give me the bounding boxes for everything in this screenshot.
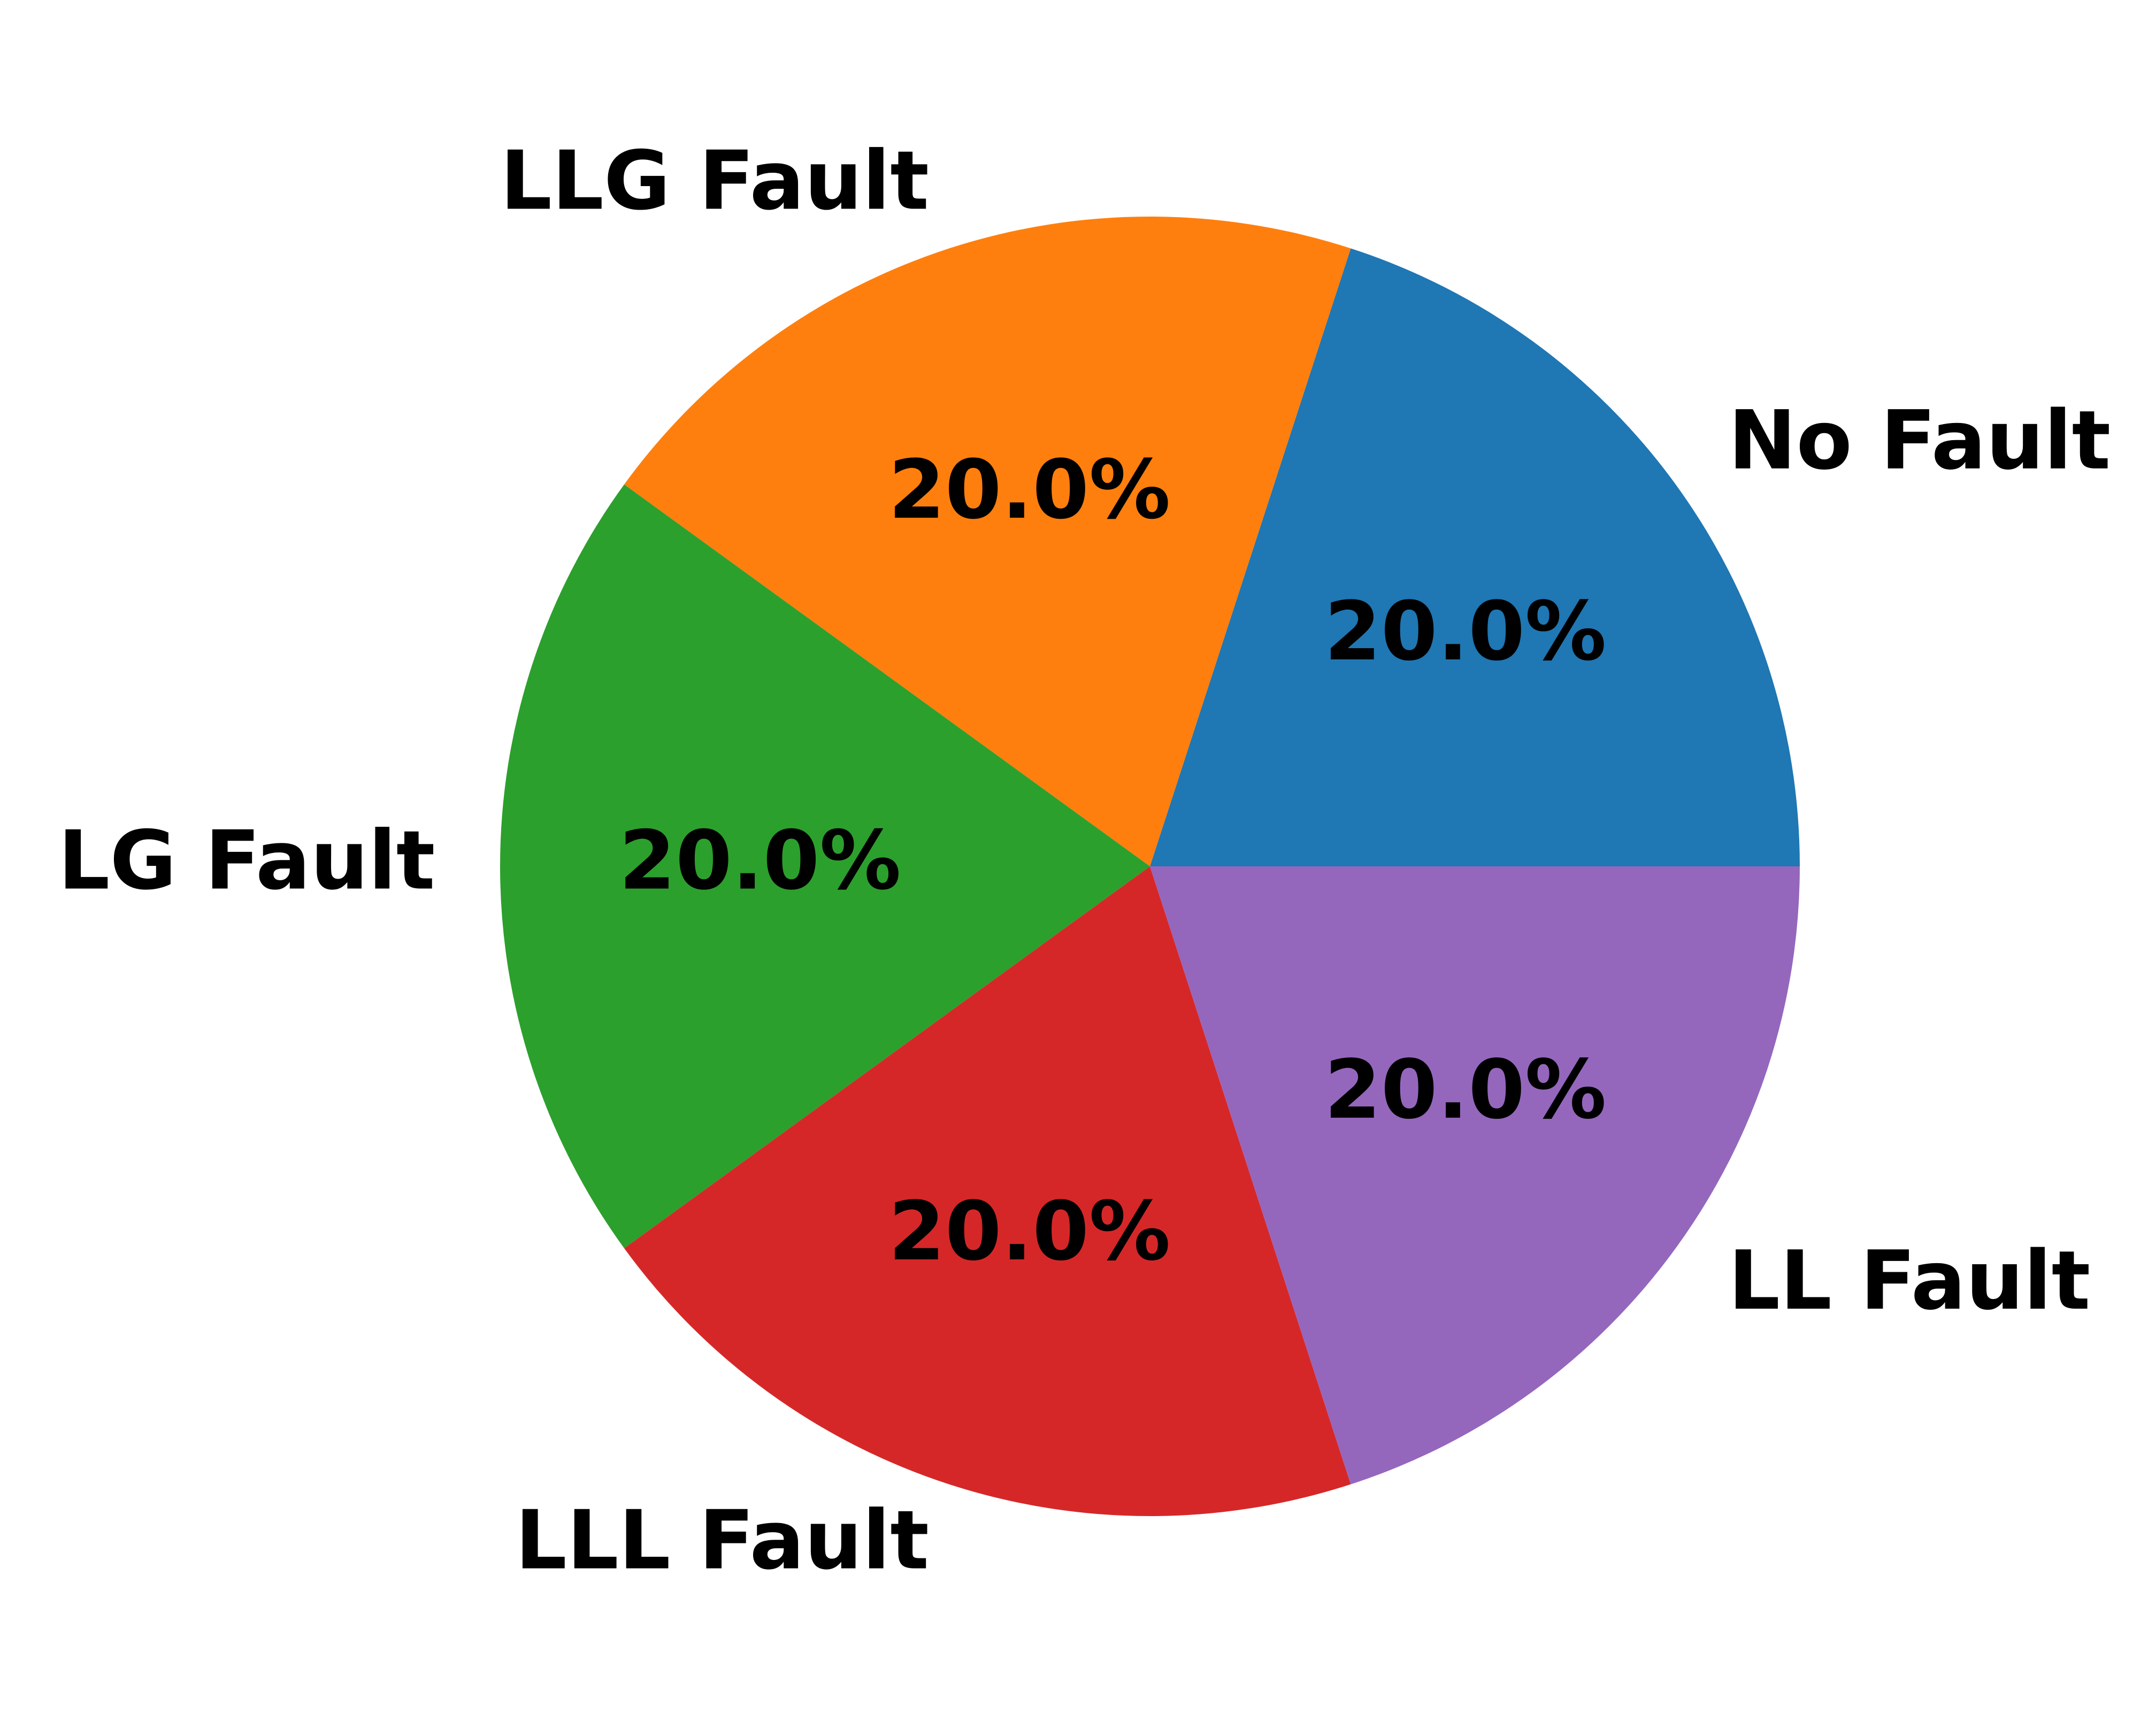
pie-slice-no-fault: [1150, 248, 1800, 867]
slice-label-no-fault: No Fault: [1728, 393, 2111, 488]
slice-percent-lll-fault: 20.0%: [888, 1184, 1170, 1279]
pie-slice-lll-fault: [624, 866, 1351, 1516]
pie-labels: No Fault 20.0% LLG Fault 20.0% LG Fault 20.0%…: [58, 133, 2111, 1587]
slice-label-lg-fault: LG Fault: [58, 813, 435, 908]
slice-label-lll-fault: LLL Fault: [515, 1493, 929, 1588]
pie-slice-lg-fault: [500, 484, 1150, 1249]
pie-slices: [500, 217, 1800, 1516]
slice-percent-no-fault: 20.0%: [1324, 584, 1606, 679]
pie-slice-llg-fault: [624, 217, 1351, 866]
slice-percent-ll-fault: 20.0%: [1324, 1042, 1606, 1137]
slice-label-ll-fault: LL Fault: [1728, 1233, 2090, 1328]
slice-percent-llg-fault: 20.0%: [888, 442, 1170, 537]
slice-label-llg-fault: LLG Fault: [500, 133, 929, 228]
slice-percent-lg-fault: 20.0%: [619, 813, 901, 908]
pie-slice-ll-fault: [1150, 866, 1800, 1485]
